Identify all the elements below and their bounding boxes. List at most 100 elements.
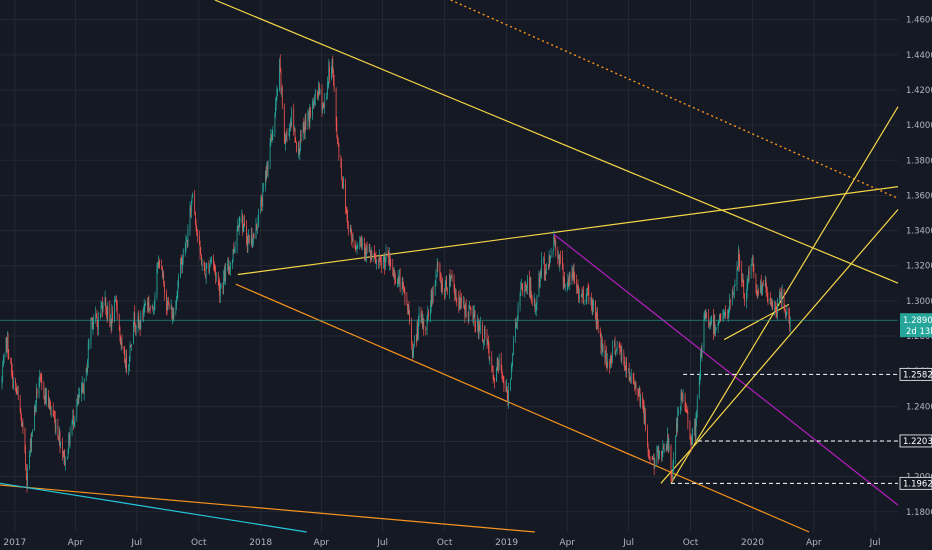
candle-body-up [223, 271, 225, 277]
candle-body-up [451, 275, 452, 278]
candle-body-up [90, 318, 92, 345]
candle-body-down [374, 252, 375, 257]
candle-body-up [563, 278, 565, 283]
candle-body-up [621, 352, 623, 360]
candle-body-down [549, 256, 551, 260]
candle-body-up [104, 297, 106, 306]
candle-body-down [690, 437, 691, 441]
candle-body-down [573, 270, 575, 278]
candle-body-down [789, 315, 790, 327]
candle-body-down [329, 66, 330, 80]
time-tick-label: Oct [191, 538, 207, 548]
candle-body-up [242, 225, 244, 231]
level-tag [899, 367, 932, 381]
candle-body-up [579, 295, 580, 300]
candle-body-up [653, 458, 654, 460]
candle-body-down [686, 410, 687, 412]
candle-body-down [628, 368, 630, 380]
candle-body-down [300, 134, 302, 137]
candle-body-up [538, 277, 540, 297]
candle-body-down [224, 271, 226, 281]
candle-body-down [727, 316, 728, 319]
time-axis[interactable]: 2017 Apr Jul Oct 2018 Apr Jul Oct 2019 Apr Jul Oct 2… [3, 538, 880, 548]
candle-body-down [620, 349, 622, 360]
candle-body-down [304, 126, 305, 134]
candle-body-down [57, 425, 59, 438]
candle-body-up [511, 362, 513, 369]
candle-body-down [446, 288, 448, 292]
candle-body-down [116, 300, 117, 305]
candle-body-up [223, 276, 225, 288]
candle-body-down [30, 440, 32, 447]
candle-body-down [335, 88, 337, 124]
candle-body-down [142, 313, 144, 316]
candle-body-up [376, 259, 377, 264]
candle-body-up [545, 265, 547, 275]
candle-body-up [779, 295, 780, 301]
time-tick-label: Jul [869, 538, 881, 548]
candle-body-down [463, 301, 465, 307]
candle-body-down [475, 327, 476, 329]
candle-body-down [453, 279, 455, 288]
candle-body-down [293, 109, 295, 131]
candle-body-down [743, 286, 745, 294]
candle-body-up [465, 304, 466, 316]
candle-body-down [305, 120, 307, 126]
candle-body-up [705, 315, 707, 319]
price-axis[interactable]: 1.18001.20001.22001.24001.26001.28001.30… [899, 16, 932, 518]
candle-body-down [286, 134, 288, 136]
candle-body-down [599, 328, 601, 335]
candle-body-up [151, 306, 153, 309]
candle-body-up [133, 324, 134, 345]
level-tag [899, 434, 932, 448]
time-tick-label: Apr [806, 538, 822, 548]
candle-body-up [441, 283, 443, 291]
candle-body-down [271, 135, 272, 139]
candle-body-up [459, 296, 460, 308]
candle-body-down [336, 123, 338, 138]
candle-body-down [742, 278, 744, 287]
candle-body-up [733, 293, 734, 295]
candle-body-up [368, 250, 370, 253]
candle-body-down [308, 111, 310, 123]
candle-body-down [116, 304, 118, 315]
candle-body-down [279, 59, 281, 72]
candle-body-up [719, 314, 720, 322]
candle-body-down [380, 260, 381, 262]
candle-body-up [696, 413, 697, 420]
candle-body-down [110, 320, 112, 326]
candle-body-down [73, 415, 74, 425]
candle-body-down [22, 423, 24, 430]
candle-body-up [288, 133, 290, 136]
candle-body-up [463, 301, 464, 303]
candle-body-down [626, 361, 627, 371]
candle-body-up [422, 318, 424, 327]
candle-body-down [354, 240, 356, 249]
candle-body-up [331, 69, 332, 80]
candle-body-down [341, 165, 342, 177]
candle-body-up [572, 270, 574, 277]
candle-body-up [83, 378, 85, 394]
candle-body-down [756, 293, 758, 295]
candle-body-down [20, 412, 22, 417]
candle-body-up [701, 348, 703, 358]
candle-body-up [427, 311, 429, 318]
candle-body-down [449, 274, 451, 281]
candle-body-up [407, 306, 409, 310]
time-tick-label: Oct [683, 538, 699, 548]
candle-body-up [717, 323, 719, 329]
candle-body-up [723, 313, 725, 317]
candle-body-down [560, 256, 561, 258]
candle-body-down [284, 136, 286, 144]
candle-body-down [423, 318, 425, 329]
candle-body-up [107, 307, 109, 316]
candle-body-down [605, 350, 607, 363]
candle-body-down [95, 313, 97, 318]
candle-body-down [6, 337, 8, 347]
candle-body-up [76, 405, 78, 418]
candle-body-down [709, 323, 711, 325]
candle-body-down [45, 389, 47, 400]
candle-body-down [689, 423, 691, 438]
time-tick-label: 2018 [249, 538, 272, 548]
